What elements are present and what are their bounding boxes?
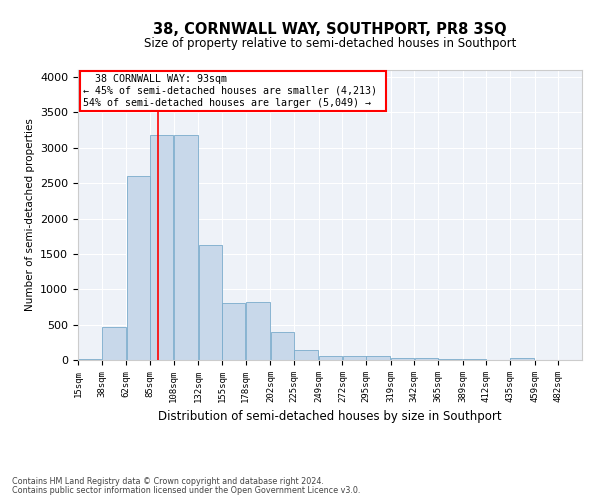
- Bar: [102, 327, 126, 360]
- Text: Size of property relative to semi-detached houses in Southport: Size of property relative to semi-detach…: [144, 38, 516, 51]
- Text: Contains public sector information licensed under the Open Government Licence v3: Contains public sector information licen…: [12, 486, 361, 495]
- X-axis label: Distribution of semi-detached houses by size in Southport: Distribution of semi-detached houses by …: [158, 410, 502, 424]
- Bar: [294, 350, 319, 360]
- Bar: [150, 134, 173, 360]
- Bar: [222, 302, 245, 360]
- Y-axis label: Number of semi-detached properties: Number of semi-detached properties: [25, 118, 35, 312]
- Bar: [463, 359, 486, 360]
- Bar: [127, 176, 150, 360]
- Bar: [199, 246, 222, 360]
- Bar: [246, 302, 270, 360]
- Bar: [391, 358, 414, 360]
- Bar: [319, 356, 342, 360]
- Bar: [78, 358, 101, 360]
- Text: 38, CORNWALL WAY, SOUTHPORT, PR8 3SQ: 38, CORNWALL WAY, SOUTHPORT, PR8 3SQ: [153, 22, 507, 38]
- Bar: [415, 358, 438, 360]
- Text: 38 CORNWALL WAY: 93sqm
← 45% of semi-detached houses are smaller (4,213)
54% of : 38 CORNWALL WAY: 93sqm ← 45% of semi-det…: [83, 74, 383, 108]
- Bar: [438, 358, 463, 360]
- Bar: [366, 356, 391, 360]
- Bar: [510, 358, 535, 360]
- Text: Contains HM Land Registry data © Crown copyright and database right 2024.: Contains HM Land Registry data © Crown c…: [12, 477, 324, 486]
- Bar: [271, 332, 294, 360]
- Bar: [174, 134, 198, 360]
- Bar: [343, 356, 366, 360]
